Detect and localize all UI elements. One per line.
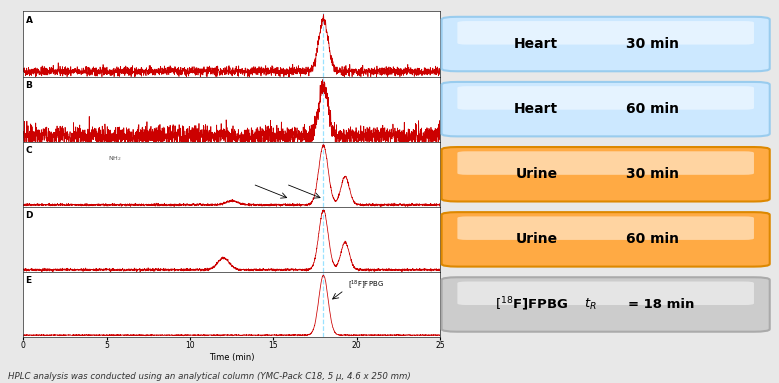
Text: D: D [26, 211, 33, 220]
Text: Urine: Urine [516, 232, 559, 246]
Text: $[^{18}$F]FPBG: $[^{18}$F]FPBG [348, 278, 384, 290]
FancyBboxPatch shape [442, 277, 770, 332]
FancyBboxPatch shape [457, 21, 754, 44]
Text: Urine: Urine [516, 167, 559, 181]
Text: HPLC analysis was conducted using an analytical column (YMC-Pack C18, 5 μ, 4.6 x: HPLC analysis was conducted using an ana… [8, 372, 411, 381]
FancyBboxPatch shape [457, 151, 754, 175]
FancyBboxPatch shape [442, 82, 770, 136]
Text: Heart: Heart [514, 37, 559, 51]
FancyBboxPatch shape [442, 17, 770, 71]
Text: 30 min: 30 min [626, 37, 679, 51]
X-axis label: Time (min): Time (min) [209, 353, 255, 362]
Text: B: B [26, 81, 33, 90]
Text: 60 min: 60 min [626, 232, 679, 246]
Text: NH$_2$: NH$_2$ [108, 154, 122, 163]
Text: 30 min: 30 min [626, 167, 679, 181]
Text: C: C [26, 146, 32, 155]
FancyBboxPatch shape [457, 282, 754, 305]
Text: $t_R$: $t_R$ [580, 297, 597, 312]
Text: E: E [26, 277, 32, 285]
FancyBboxPatch shape [442, 147, 770, 201]
Text: 60 min: 60 min [626, 102, 679, 116]
FancyBboxPatch shape [442, 212, 770, 267]
Text: A: A [26, 16, 33, 25]
Text: = 18 min: = 18 min [628, 298, 694, 311]
FancyBboxPatch shape [457, 216, 754, 240]
FancyBboxPatch shape [457, 86, 754, 110]
Text: $[^{18}$F]FPBG: $[^{18}$F]FPBG [495, 296, 568, 313]
Text: Heart: Heart [514, 102, 559, 116]
